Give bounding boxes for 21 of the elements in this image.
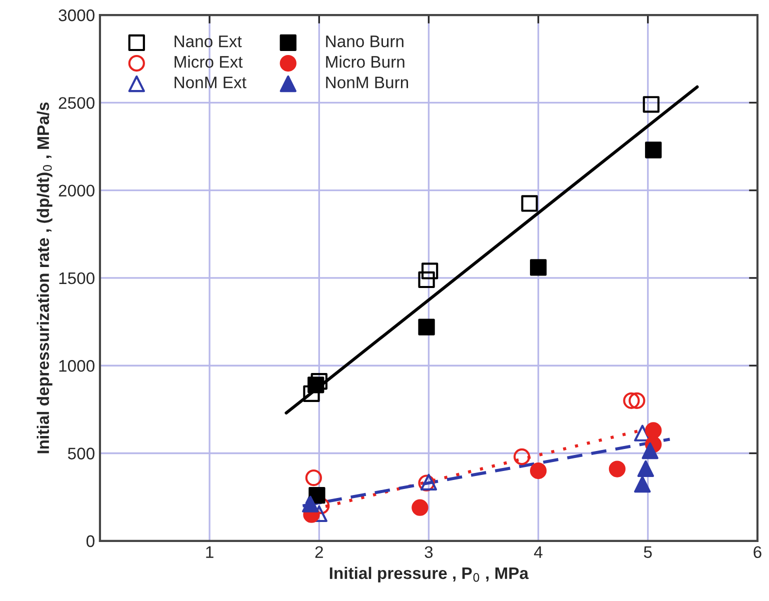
y-tick-label: 2500 <box>58 97 94 109</box>
legend-label: Micro Ext <box>174 56 243 68</box>
y-tick-label: 1000 <box>59 360 94 372</box>
x-tick-label: 3 <box>424 546 433 558</box>
y-tick-label: 500 <box>68 448 94 460</box>
y-tick-label: 3000 <box>58 9 94 22</box>
x-axis-title: Initial pressure , P$_{0}$ , MPa <box>330 566 529 582</box>
x-tick-label: 5 <box>644 546 652 558</box>
x-tick-label: 2 <box>315 546 323 558</box>
legend-label: Micro Burn <box>326 56 404 68</box>
y-tick-label: 2000 <box>58 184 94 197</box>
y-axis-title: Initial depressurization rate , (dp/dt)$_{0}$ , MPa/s <box>36 102 52 454</box>
x-tick-label: 6 <box>754 546 762 558</box>
x-tick-label: 4 <box>534 546 542 558</box>
y-tick-label: 1500 <box>59 272 94 284</box>
x-tick-label: 1 <box>206 546 214 558</box>
legend-label: NonM Ext <box>174 76 246 88</box>
legend-label: NonM Burn <box>326 76 408 88</box>
y-tick-label: 0 <box>86 535 94 548</box>
legend-label: Nano Burn <box>326 36 404 48</box>
legend-label: Nano Ext <box>174 36 242 48</box>
